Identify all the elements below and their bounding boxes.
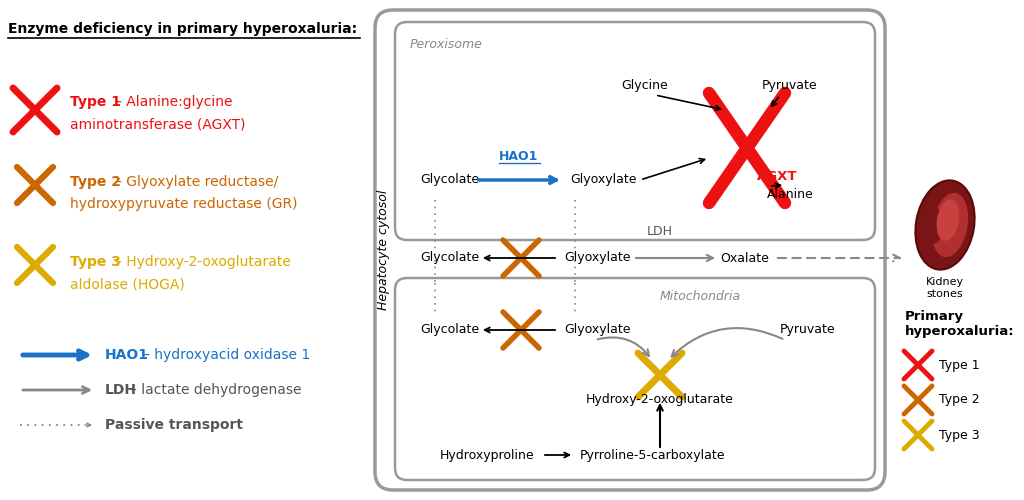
Text: Primary
hyperoxaluria:: Primary hyperoxaluria: <box>905 310 1015 338</box>
Text: Pyrroline-5-carboxylate: Pyrroline-5-carboxylate <box>580 448 725 462</box>
Text: – Alanine:glycine: – Alanine:glycine <box>115 95 232 109</box>
Text: – Glyoxylate reductase/: – Glyoxylate reductase/ <box>115 175 279 189</box>
Text: Type 2: Type 2 <box>70 175 121 189</box>
FancyBboxPatch shape <box>375 10 885 490</box>
Text: Passive transport: Passive transport <box>105 418 243 432</box>
Text: aldolase (HOGA): aldolase (HOGA) <box>70 277 184 291</box>
Text: Hydroxy-2-oxoglutarate: Hydroxy-2-oxoglutarate <box>586 394 734 406</box>
Text: Glycolate: Glycolate <box>420 252 479 264</box>
Text: hydroxypyruvate reductase (GR): hydroxypyruvate reductase (GR) <box>70 197 298 211</box>
Text: Glycine: Glycine <box>622 78 669 92</box>
Text: – lactate dehydrogenase: – lactate dehydrogenase <box>130 383 301 397</box>
Text: Hydroxyproline: Hydroxyproline <box>440 448 535 462</box>
Text: Type 3: Type 3 <box>70 255 121 269</box>
Ellipse shape <box>937 199 959 241</box>
Text: aminotransferase (AGXT): aminotransferase (AGXT) <box>70 117 246 131</box>
Text: Peroxisome: Peroxisome <box>410 38 483 51</box>
Text: – Hydroxy-2-oxoglutarate: – Hydroxy-2-oxoglutarate <box>115 255 291 269</box>
Text: HAO1: HAO1 <box>105 348 150 362</box>
FancyBboxPatch shape <box>395 278 874 480</box>
Ellipse shape <box>923 206 943 244</box>
Text: Pyruvate: Pyruvate <box>780 324 836 336</box>
FancyBboxPatch shape <box>395 22 874 240</box>
Text: Type 1: Type 1 <box>70 95 121 109</box>
Text: Pyruvate: Pyruvate <box>762 78 818 92</box>
Text: Hepatocyte cytosol: Hepatocyte cytosol <box>377 190 389 310</box>
Ellipse shape <box>915 180 975 270</box>
Text: Kidney
stones: Kidney stones <box>926 277 964 298</box>
Text: Glyoxylate: Glyoxylate <box>564 324 631 336</box>
Text: Type 3: Type 3 <box>939 428 980 442</box>
Text: Oxalate: Oxalate <box>720 252 769 264</box>
Text: AGXT: AGXT <box>757 170 798 183</box>
Ellipse shape <box>932 193 968 257</box>
Text: – hydroxyacid oxidase 1: – hydroxyacid oxidase 1 <box>143 348 310 362</box>
Text: Mitochondria: Mitochondria <box>660 290 741 303</box>
Text: LDH: LDH <box>647 225 673 238</box>
Text: Glycolate: Glycolate <box>420 324 479 336</box>
Text: Alanine: Alanine <box>767 188 813 202</box>
Text: Glyoxylate: Glyoxylate <box>564 252 631 264</box>
Text: Glycolate: Glycolate <box>420 174 479 186</box>
Text: Glyoxylate: Glyoxylate <box>570 174 637 186</box>
Text: Type 1: Type 1 <box>939 358 980 372</box>
Text: HAO1: HAO1 <box>500 150 539 163</box>
Text: Type 2: Type 2 <box>939 394 980 406</box>
Text: LDH: LDH <box>105 383 137 397</box>
Text: Enzyme deficiency in primary hyperoxaluria:: Enzyme deficiency in primary hyperoxalur… <box>8 22 357 36</box>
